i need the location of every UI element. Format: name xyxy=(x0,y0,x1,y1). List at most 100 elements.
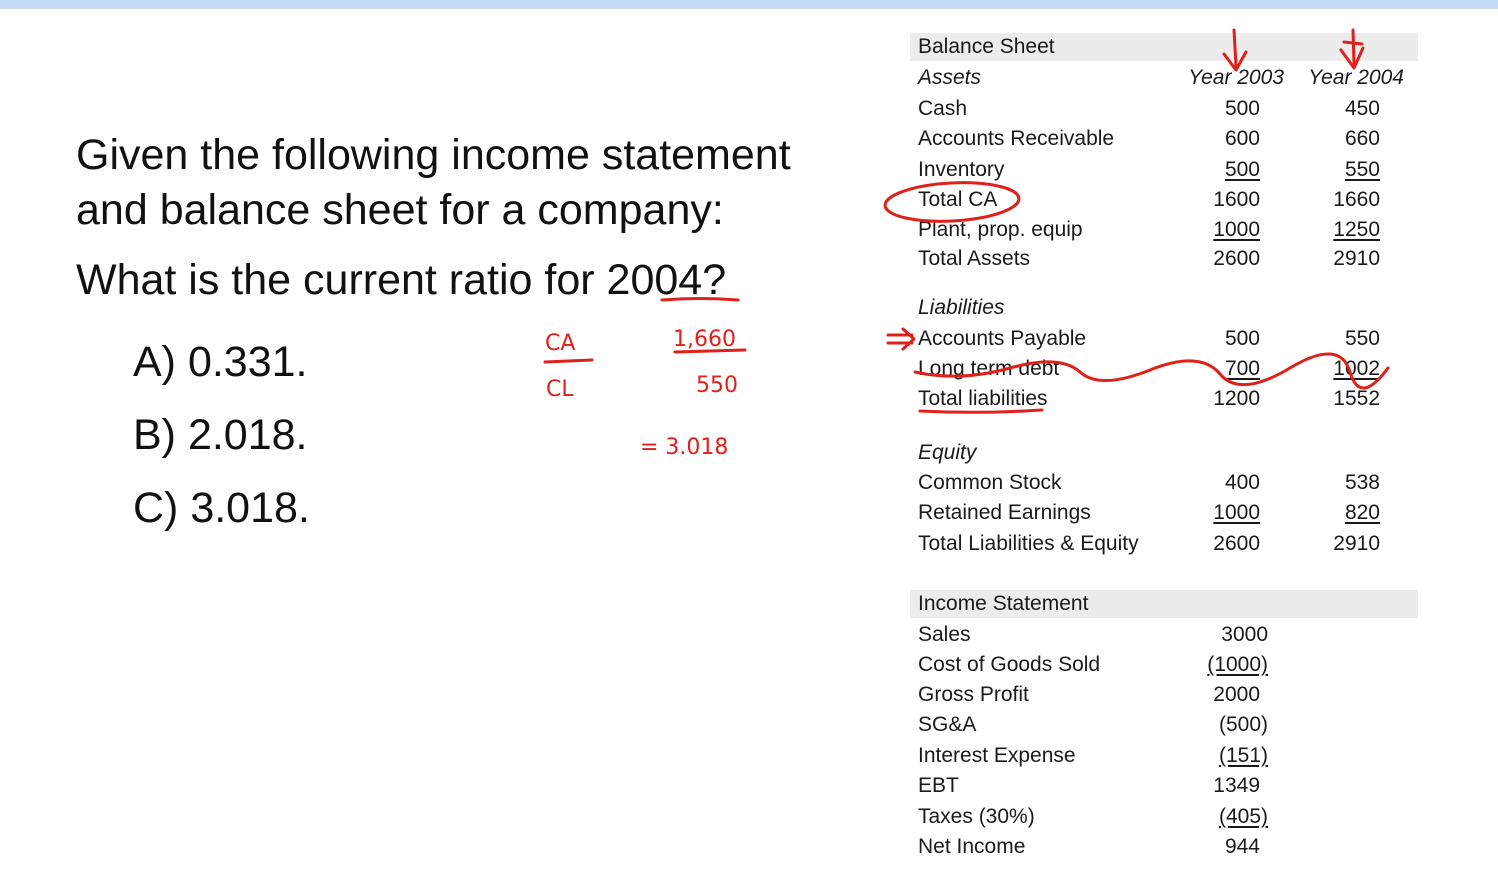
value-2004: 1002 xyxy=(1333,357,1380,380)
value-2003: 1600 xyxy=(1213,188,1260,211)
value-2003: 500 xyxy=(1224,327,1260,350)
balance-sheet-title: Balance Sheet xyxy=(918,35,1055,58)
ink-cl-text: CL xyxy=(546,377,574,402)
row-label: Accounts Receivable xyxy=(918,127,1115,150)
value-2004: 550 xyxy=(1344,158,1380,181)
row-accounts-payable: Accounts Payable 500 550 xyxy=(910,324,1418,354)
row-label: Inventory xyxy=(918,158,1005,181)
balance-sheet-header: Balance Sheet xyxy=(910,33,1418,61)
option-b[interactable]: B) 2.018. xyxy=(133,411,308,459)
row-gross-profit: Gross Profit 2000 xyxy=(910,680,1418,710)
row-label: Taxes (30%) xyxy=(918,805,1035,828)
value-2004: 1552 xyxy=(1333,387,1380,410)
row-total-liabilities-equity: Total Liabilities & Equity 2600 2910 xyxy=(910,529,1418,559)
value-2003: 1000 xyxy=(1213,218,1260,241)
row-long-term-debt: Long term debt 700 1002 xyxy=(910,354,1418,384)
row-label: Interest Expense xyxy=(918,744,1076,767)
row-total-liabilities: Total liabilities 1200 1552 xyxy=(910,384,1418,414)
ink-result-text: = 3.018 xyxy=(640,435,728,460)
row-net-income: Net Income 944 xyxy=(910,832,1418,862)
row-sga: SG&A (500) xyxy=(910,710,1418,740)
row-label: Plant, prop. equip xyxy=(918,218,1083,241)
value-2003: 2600 xyxy=(1213,247,1260,270)
row-label: Total Assets xyxy=(918,247,1031,270)
value-2003: 600 xyxy=(1224,127,1260,150)
answer-options: A) 0.331. B) 2.018. C) 3.018. xyxy=(133,326,310,545)
row-label: Sales xyxy=(918,623,971,646)
top-accent-bar xyxy=(0,0,1498,9)
question-line-1: Given the following income statement xyxy=(76,131,791,179)
value-2004: 660 xyxy=(1344,127,1380,150)
ink-denominator-text: 550 xyxy=(696,373,738,398)
income-statement-title: Income Statement xyxy=(918,592,1089,615)
income-statement-header: Income Statement xyxy=(910,590,1418,618)
value-2003: 400 xyxy=(1224,471,1260,494)
equity-label: Equity xyxy=(918,441,977,464)
row-cogs: Cost of Goods Sold (1000) xyxy=(910,650,1418,680)
value-2003: 1000 xyxy=(1213,501,1260,524)
row-label: Common Stock xyxy=(918,471,1062,494)
value: (500) xyxy=(1218,713,1268,736)
question-line-3: What is the current ratio for 2004? xyxy=(76,256,727,304)
value-2004: 1250 xyxy=(1333,218,1380,241)
question-text: Given the following income statement and… xyxy=(76,128,791,308)
assets-header-row: Assets Year 2003 Year 2004 xyxy=(910,63,1418,93)
row-label: Total Liabilities & Equity xyxy=(918,532,1139,555)
row-interest-expense: Interest Expense (151) xyxy=(910,741,1418,771)
value-2004: 820 xyxy=(1344,501,1380,524)
value-2003: 700 xyxy=(1224,357,1260,380)
value-2004: 2910 xyxy=(1333,532,1380,555)
row-label: Net Income xyxy=(918,835,1026,858)
row-label: EBT xyxy=(918,774,959,797)
row-taxes: Taxes (30%) (405) xyxy=(910,802,1418,832)
row-label: Cost of Goods Sold xyxy=(918,653,1101,676)
row-label: Total liabilities xyxy=(918,387,1048,410)
ink-numerator-text: 1,660 xyxy=(673,327,736,352)
col-year-2003: Year 2003 xyxy=(1188,66,1284,89)
col-year-2004: Year 2004 xyxy=(1308,66,1404,89)
value-2004: 450 xyxy=(1344,97,1380,120)
value-2003: 1200 xyxy=(1213,387,1260,410)
row-label: Total CA xyxy=(918,188,998,211)
value-2003: 500 xyxy=(1224,158,1260,181)
row-common-stock: Common Stock 400 538 xyxy=(910,468,1418,498)
value: 944 xyxy=(1224,835,1260,858)
value: 1349 xyxy=(1213,774,1260,797)
fraction-bar-ca-cl-stroke xyxy=(543,358,594,364)
row-label: SG&A xyxy=(918,713,977,736)
row-label: Long term debt xyxy=(918,357,1060,380)
ink-ca-text: CA xyxy=(545,331,575,356)
liabilities-header-row: Liabilities xyxy=(910,293,1418,323)
value-2004: 1660 xyxy=(1333,188,1380,211)
value-2004: 538 xyxy=(1344,471,1380,494)
equity-header-row: Equity xyxy=(910,438,1418,468)
liabilities-label: Liabilities xyxy=(918,296,1005,319)
row-cash: Cash 500 450 xyxy=(910,94,1418,124)
row-label: Retained Earnings xyxy=(918,501,1091,524)
row-retained-earnings: Retained Earnings 1000 820 xyxy=(910,498,1418,528)
option-c[interactable]: C) 3.018. xyxy=(133,484,310,532)
row-label: Gross Profit xyxy=(918,683,1029,706)
row-inventory: Inventory 500 550 xyxy=(910,155,1418,185)
value: 3000 xyxy=(1221,623,1268,646)
question-line-2: and balance sheet for a company: xyxy=(76,186,724,234)
row-label: Accounts Payable xyxy=(918,327,1087,350)
row-sales: Sales 3000 xyxy=(910,620,1418,650)
value: (405) xyxy=(1218,805,1268,828)
fraction-bar-value-stroke xyxy=(673,348,747,354)
row-ebt: EBT 1349 xyxy=(910,771,1418,801)
value: (1000) xyxy=(1207,653,1268,676)
row-label: Cash xyxy=(918,97,968,120)
value-2004: 550 xyxy=(1344,327,1380,350)
value: (151) xyxy=(1218,744,1268,767)
value-2004: 2910 xyxy=(1333,247,1380,270)
row-total-ca: Total CA 1600 1660 xyxy=(910,185,1418,215)
value: 2000 xyxy=(1213,683,1260,706)
assets-label: Assets xyxy=(918,66,982,89)
option-a[interactable]: A) 0.331. xyxy=(133,338,308,386)
row-accounts-receivable: Accounts Receivable 600 660 xyxy=(910,124,1418,154)
value-2003: 500 xyxy=(1224,97,1260,120)
value-2003: 2600 xyxy=(1213,532,1260,555)
row-total-assets: Total Assets 2600 2910 xyxy=(910,244,1418,274)
row-plant-prop-equip: Plant, prop. equip 1000 1250 xyxy=(910,215,1418,245)
